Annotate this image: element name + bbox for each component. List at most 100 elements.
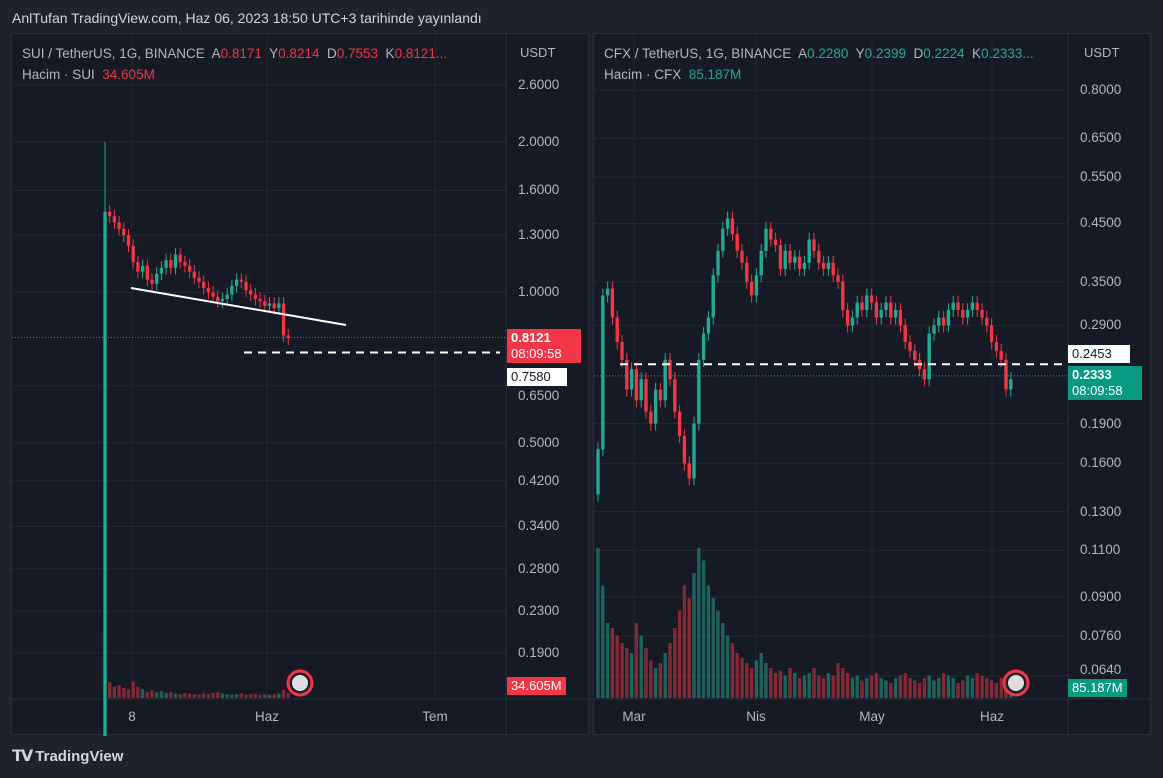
open-label: A — [211, 46, 221, 61]
volume-bar — [721, 623, 725, 698]
candle-body — [639, 379, 643, 401]
candle-body — [187, 265, 192, 272]
x-tick-label: 8 — [128, 709, 136, 724]
close-value: 0.8121... — [394, 46, 448, 61]
volume-bar — [917, 683, 922, 698]
candle-body — [164, 260, 168, 268]
candle-body — [989, 325, 994, 342]
cfx-chart-canvas[interactable] — [594, 34, 1152, 736]
y-tick-label: 2.0000 — [518, 133, 560, 149]
volume-bar — [658, 663, 663, 698]
volume-bar — [869, 675, 874, 698]
candle-body — [817, 250, 821, 263]
volume-bar — [605, 623, 610, 698]
symbol-title[interactable]: CFX / TetherUS, 1G, BINANCE — [604, 46, 792, 61]
open-value: 0.8171 — [220, 46, 262, 61]
candle-body — [860, 302, 864, 310]
y-tick-label: 1.3000 — [518, 227, 560, 243]
published-caption: AnlTufan TradingView.com, Haz 06, 2023 1… — [12, 10, 482, 26]
high-label: Y — [269, 46, 279, 61]
candle-body — [836, 275, 840, 282]
candle-body — [202, 281, 206, 289]
candle-body — [961, 309, 965, 318]
candle-body — [812, 239, 816, 251]
volume-bar — [206, 694, 211, 698]
candle-body — [716, 250, 720, 276]
last-price: 0.8121 — [511, 330, 551, 345]
volume-bar — [677, 610, 682, 698]
volume-bar — [994, 683, 999, 698]
candle-body — [980, 309, 984, 318]
y-tick-label: 0.1100 — [1080, 542, 1121, 558]
volume-bar — [874, 673, 879, 698]
y-tick-label: 0.0760 — [1080, 628, 1122, 644]
candle-body — [249, 290, 253, 295]
candle-body — [826, 262, 831, 269]
candle-body — [956, 302, 960, 310]
candle-body — [951, 302, 955, 310]
candle-body — [677, 411, 682, 437]
candle-body — [625, 359, 629, 390]
countdown: 08:09:58 — [1072, 383, 1123, 398]
low-label: D — [326, 46, 337, 61]
volume-bar — [649, 660, 653, 698]
volume-label[interactable]: Hacim · SUI — [22, 67, 95, 82]
volume-bar — [946, 675, 951, 698]
volume-bar — [865, 678, 869, 698]
trend-line — [130, 287, 347, 326]
candle-body — [682, 436, 687, 464]
high-label: Y — [855, 46, 865, 61]
candle-body — [601, 295, 605, 450]
volume-bar — [625, 648, 629, 698]
candle-body — [740, 250, 744, 263]
candle-body — [644, 379, 648, 412]
volume-bar — [927, 675, 931, 698]
volume-bar — [253, 693, 258, 698]
y-tick-label: 0.3500 — [1080, 273, 1122, 289]
candle-body — [206, 288, 211, 293]
volume-bar — [941, 673, 946, 698]
volume-bar — [893, 678, 898, 698]
volume-bar — [687, 598, 691, 698]
volume-bar — [234, 694, 239, 698]
tradingview-logo[interactable]: 𝗧𝗩 TradingView — [12, 746, 123, 766]
volume-bar — [663, 653, 667, 698]
volume-bar — [989, 680, 994, 698]
open-value: 0.2280 — [807, 46, 849, 61]
candle-body — [244, 281, 248, 291]
candle-body — [807, 239, 811, 263]
last-price-label: 0.8121 08:09:58 — [507, 329, 581, 363]
candle-body — [941, 317, 946, 326]
candle-body — [150, 279, 154, 284]
y-tick-label: 0.5000 — [518, 434, 560, 450]
volume-bar — [716, 610, 720, 698]
volume-bar — [802, 675, 807, 698]
candle-body — [869, 295, 874, 303]
sui-chart-canvas[interactable] — [12, 34, 590, 736]
volume-bar — [841, 668, 845, 698]
candle-body — [913, 350, 917, 360]
candle-body — [759, 250, 763, 276]
sui-chart-panel[interactable]: SUI / TetherUS, 1G, BINANCE A0.8171 Y 0.8… — [11, 33, 590, 736]
candle-body — [220, 298, 225, 302]
volume-bar — [850, 678, 855, 698]
cfx-chart-panel[interactable]: CFX / TetherUS, 1G, BINANCE A0.2280 Y0.2… — [593, 33, 1152, 736]
volume-bar — [735, 653, 739, 698]
volume-bar — [903, 673, 907, 698]
candle-body — [946, 309, 951, 326]
candle-body — [122, 228, 126, 236]
volume-bar — [831, 675, 835, 698]
volume-bar — [692, 573, 696, 698]
volume-bar — [807, 673, 811, 698]
volume-bar — [922, 678, 927, 698]
candle-body — [730, 218, 735, 235]
x-tick-label: Tem — [422, 709, 448, 724]
candle-body — [802, 262, 807, 269]
candle-body — [985, 317, 989, 326]
volume-bar — [169, 692, 173, 698]
candle-body — [117, 222, 121, 229]
symbol-title[interactable]: SUI / TetherUS, 1G, BINANCE — [22, 46, 205, 61]
volume-label[interactable]: Hacim · CFX — [604, 67, 682, 82]
candle-body — [797, 256, 802, 269]
candle-body — [889, 302, 893, 318]
